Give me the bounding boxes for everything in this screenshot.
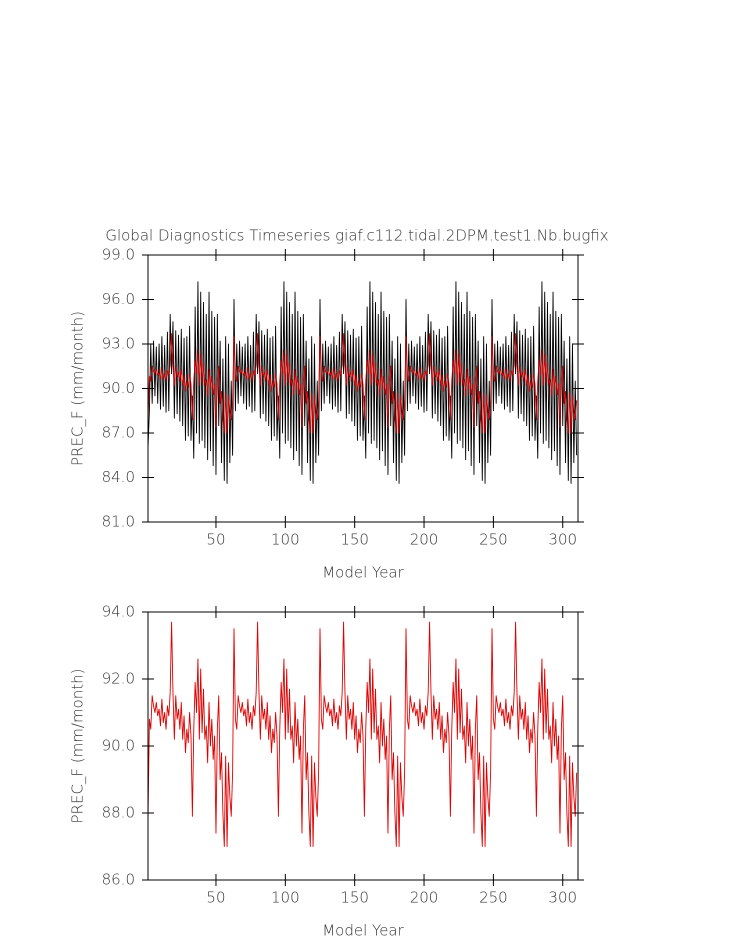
x-tick-label: 300: [548, 531, 577, 549]
y-tick-label: 94.0: [102, 603, 135, 621]
x-tick-label: 250: [479, 889, 508, 907]
y-tick-label: 99.0: [102, 246, 135, 264]
y-tick-label: 93.0: [102, 335, 135, 353]
x-tick-label: 100: [271, 889, 300, 907]
x-tick-label: 150: [340, 889, 369, 907]
x-tick-label: 300: [548, 889, 577, 907]
y-tick-label: 84.0: [102, 468, 135, 486]
y-tick-label: 96.0: [102, 290, 135, 308]
y-tick-label: 81.0: [102, 513, 135, 531]
x-tick-label: 50: [206, 889, 225, 907]
series-line: [147, 621, 578, 847]
x-tick-label: 200: [410, 889, 439, 907]
y-axis-label: PREC_F (mm/month): [69, 669, 87, 824]
x-axis-label: Model Year: [322, 922, 404, 940]
x-tick-label: 200: [410, 531, 439, 549]
y-tick-label: 92.0: [102, 670, 135, 688]
x-tick-label: 250: [479, 531, 508, 549]
y-tick-label: 88.0: [102, 804, 135, 822]
y-tick-label: 86.0: [102, 871, 135, 889]
x-tick-label: 50: [206, 531, 225, 549]
y-tick-label: 90.0: [102, 379, 135, 397]
x-tick-label: 150: [340, 531, 369, 549]
y-tick-label: 90.0: [102, 737, 135, 755]
y-axis-label: PREC_F (mm/month): [69, 311, 87, 466]
chart-title: Global Diagnostics Timeseries giaf.c112.…: [105, 227, 608, 245]
x-tick-label: 100: [271, 531, 300, 549]
x-axis-label: Model Year: [322, 564, 404, 582]
y-tick-label: 87.0: [102, 424, 135, 442]
series-line: [147, 333, 578, 434]
